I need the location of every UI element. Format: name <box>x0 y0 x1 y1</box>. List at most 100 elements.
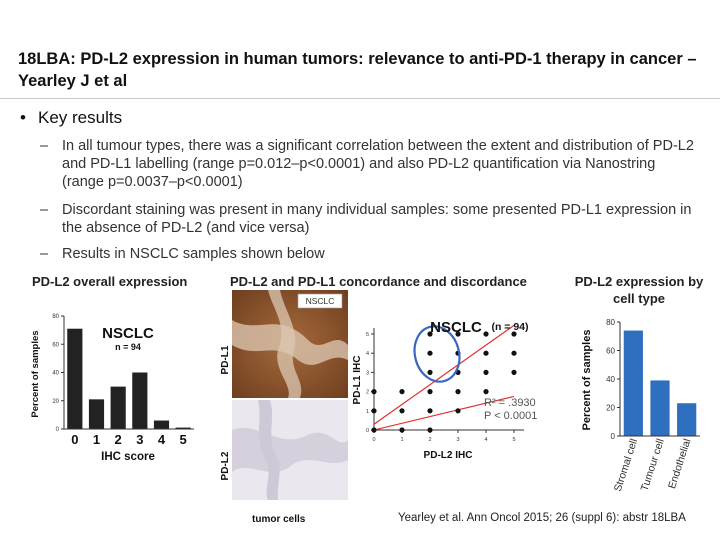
bar <box>153 420 170 429</box>
discordance-highlight-circle <box>413 325 461 383</box>
y-tick-label: 40 <box>52 371 59 377</box>
y-axis-label: Percent of samples <box>30 330 41 417</box>
x-tick-label: Endothelial <box>666 437 693 490</box>
x-tick-label: 5 <box>512 437 515 443</box>
result-item-text: Results in NSCLC samples shown below <box>62 246 325 262</box>
concordance-scatter-chart: 0 1 2 3 4 5 0 1 2 3 4 5 NSCLC (n = 94) R² = .3930 P… <box>352 319 537 461</box>
scatter-point <box>455 389 461 395</box>
regression-line <box>373 324 515 425</box>
y-tick-label: 3 <box>366 370 369 376</box>
y-tick-label: 5 <box>366 332 369 338</box>
bar <box>677 403 697 436</box>
bar <box>110 386 126 429</box>
scatter-point <box>371 389 377 395</box>
y-axis-label: Percent of samples <box>581 330 593 431</box>
x-tick-label: 4 <box>158 432 166 447</box>
regression-line <box>373 395 515 431</box>
scatter-point <box>371 427 377 433</box>
ihc-image: NSCLC PD-L1 PD-L2 <box>220 290 348 500</box>
key-results-label: Key results <box>38 108 123 127</box>
scatter-point <box>427 369 433 375</box>
scatter-point <box>427 389 433 395</box>
x-tick-label: 0 <box>71 432 78 447</box>
bar <box>132 372 148 429</box>
x-tick-label: Tumour cell <box>639 437 667 493</box>
panel-heading-concordance: PD-L2 and PD-L1 concordance and discorda… <box>230 274 527 289</box>
x-tick-label: 2 <box>428 437 431 443</box>
title-divider <box>0 98 720 99</box>
bullet-dot-icon: • <box>20 108 26 127</box>
chart-subtitle: (n = 94) <box>491 321 528 333</box>
scatter-point <box>371 408 377 414</box>
x-tick-label: 1 <box>93 432 100 447</box>
x-tick-label: 3 <box>456 437 459 443</box>
result-item-text: Discordant staining was present in many … <box>62 202 692 236</box>
dash-icon: – <box>40 246 49 262</box>
chart-subtitle: n = 94 <box>115 342 141 352</box>
result-item-text: In all tumour types, there was a signifi… <box>62 138 694 190</box>
bar <box>623 330 643 436</box>
tumor-cells-caption: tumor cells <box>252 514 306 525</box>
x-axis-label: PD-L2 IHC <box>424 450 473 461</box>
x-tick-label: 3 <box>136 432 143 447</box>
scatter-point <box>483 369 489 375</box>
x-tick-label: 5 <box>180 432 187 447</box>
citation: Yearley et al. Ann Oncol 2015; 26 (suppl… <box>398 512 686 524</box>
pd-l1-image-axis-label: PD-L1 <box>220 345 231 374</box>
result-item: – Results in NSCLC samples shown below <box>40 245 700 263</box>
y-axis-label: PD-L1 IHC <box>352 356 363 405</box>
y-tick-label: 1 <box>366 409 369 415</box>
scatter-point <box>511 350 517 356</box>
key-results-heading: • Key results <box>20 108 122 128</box>
scatter-point <box>483 389 489 395</box>
x-tick-label: 0 <box>372 437 375 443</box>
bar <box>175 427 191 429</box>
x-axis-label: IHC score <box>101 451 155 463</box>
y-tick-label: 0 <box>56 427 60 433</box>
x-tick-label: Stromal cell <box>612 437 640 493</box>
stroma-band <box>268 290 302 398</box>
p-value-label: P < 0.0001 <box>484 410 537 422</box>
tissue-texture <box>258 400 280 500</box>
nsclc-image-label-box <box>297 293 343 309</box>
ihc-image-panel: NSCLC PD-L1 PD-L2 <box>218 290 348 500</box>
y-tick-label: 60 <box>52 342 59 348</box>
scatter-point <box>511 369 517 375</box>
y-tick-label: 80 <box>606 318 615 327</box>
panel-heading-cell-type: PD-L2 expression by cell type <box>574 274 704 306</box>
y-tick-label: 0 <box>611 432 616 441</box>
pd-l2-image-axis-label: PD-L2 <box>220 451 231 480</box>
y-tick-label: 60 <box>606 347 615 356</box>
dash-icon: – <box>40 202 49 218</box>
scatter-point <box>427 427 433 433</box>
x-tick-label: 1 <box>400 437 403 443</box>
y-tick-label: 40 <box>606 375 615 384</box>
scatter-point <box>399 427 405 433</box>
scatter-point <box>455 408 461 414</box>
scatter-point <box>483 350 489 356</box>
nsclc-image-label: NSCLC <box>306 296 335 306</box>
scatter-point <box>455 331 461 337</box>
slide-title: 18LBA: PD-L2 expression in human tumors:… <box>18 50 697 90</box>
scatter-point <box>399 389 405 395</box>
y-tick-label: 2 <box>366 390 369 396</box>
y-tick-label: 80 <box>52 314 59 320</box>
scatter-point <box>427 331 433 337</box>
panel-heading-overall: PD-L2 overall expression <box>32 274 188 289</box>
bar <box>650 380 670 436</box>
y-tick-label: 0 <box>366 428 369 434</box>
scatter-point <box>483 331 489 337</box>
bar <box>67 328 83 429</box>
scatter-point <box>511 331 517 337</box>
x-tick-label: 4 <box>484 437 487 443</box>
scatter-point <box>427 408 433 414</box>
r-squared-label: R² = .3930 <box>484 397 536 409</box>
chart-title: NSCLC <box>102 325 154 342</box>
y-tick-label: 20 <box>52 399 59 405</box>
x-tick-label: 2 <box>115 432 122 447</box>
y-tick-label: 4 <box>366 351 369 357</box>
scatter-point <box>427 350 433 356</box>
bar <box>88 399 105 429</box>
